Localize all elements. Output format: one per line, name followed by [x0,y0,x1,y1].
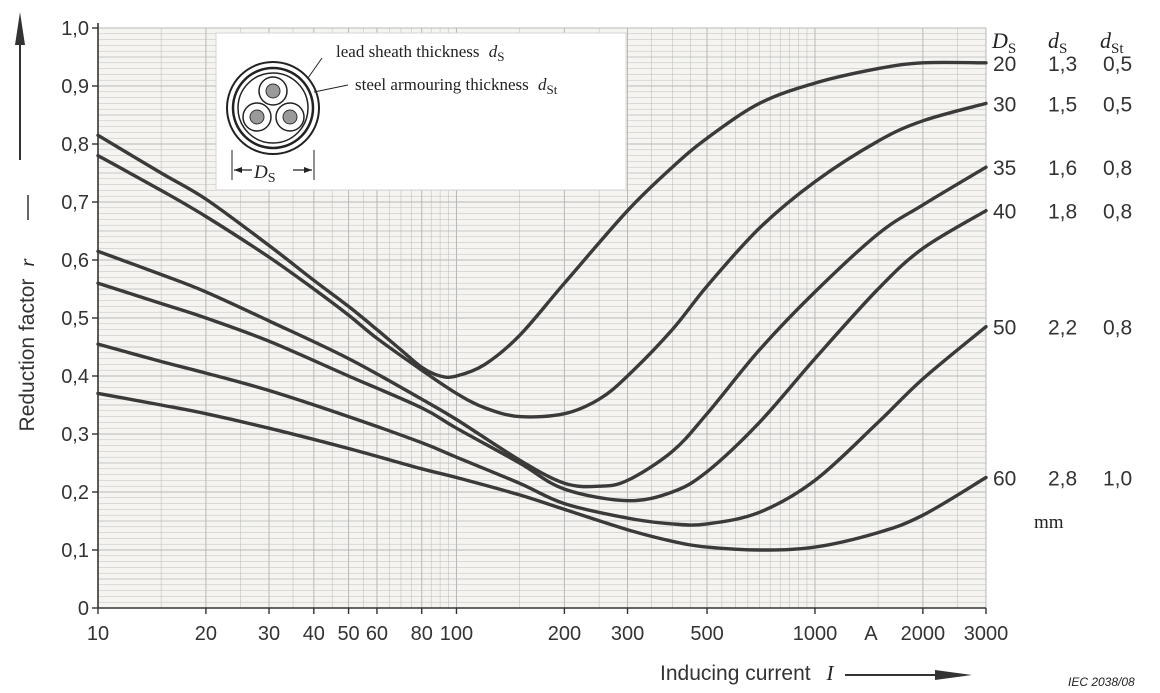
x-tick-label: 30 [258,623,280,645]
x-axis-title: Inducing current I [660,661,834,685]
row-dst: 0,8 [1103,317,1132,340]
x-tick-label: 50 [337,623,359,645]
curve-ds-35 [96,165,988,489]
inset-sheath-label: lead sheath thickness dS [336,42,505,64]
y-axis-label: Reduction factor [16,279,39,432]
table-row: 40 1,8 0,8 [993,201,1132,224]
row-dsheath: 1,3 [1048,53,1077,76]
row-dsheath: 2,8 [1048,468,1077,491]
row-ds: 30 [993,93,1016,116]
curve-ds-20 [96,60,988,379]
y-tick-label: 0,9 [61,76,89,98]
svg-text:Reduction factor r: Reduction factor r [15,258,39,432]
x-tick-label: 10 [87,623,109,645]
x-axis-symbol: I [825,661,834,685]
row-dst: 0,8 [1103,201,1132,224]
y-tick-label: 0,8 [61,134,89,156]
x-tick-label: 2000 [901,623,946,645]
row-ds: 40 [993,201,1016,224]
x-axis-label: Inducing current [660,662,811,685]
y-tick-label: 0,3 [61,424,89,446]
curves [96,60,988,552]
header-ds: DS [991,28,1016,57]
table-row: 30 1,5 0,5 [993,93,1132,116]
row-dst: 0,5 [1103,53,1132,76]
curve-ds-30 [96,101,988,419]
row-dst: 1,0 [1103,468,1132,491]
row-ds: 50 [993,317,1016,340]
row-ds: 20 [993,53,1016,76]
y-tick-label: 0,2 [61,482,89,504]
curve-ds-50 [96,325,988,527]
y-tick-label: 0,7 [61,192,89,214]
curve-ds-60 [96,391,988,552]
table-headers: DS dS dSt [991,28,1124,57]
y-tick-label: 0,1 [61,540,89,562]
svg-text:Inducing current I: Inducing current I [660,661,834,685]
table-row: 50 2,2 0,8 [993,317,1132,340]
y-tick-label: 0 [78,598,89,620]
row-ds: 35 [993,157,1016,180]
table-row: 20 1,3 0,5 [993,53,1132,76]
row-dsheath: 1,5 [1048,93,1077,116]
x-tick-label: 100 [440,623,473,645]
x-axis-arrow [845,670,972,680]
axes [97,23,986,609]
table-unit: mm [1034,512,1064,533]
row-dsheath: 2,2 [1048,317,1077,340]
inset-diameter-label: DS [253,162,276,186]
table-row: 35 1,6 0,8 [993,157,1132,180]
x-tick-label: 80 [411,623,433,645]
row-dst: 0,8 [1103,157,1132,180]
x-tick-label: 60 [366,623,388,645]
x-tick-label: 1000 [793,623,838,645]
curve-ds-40 [96,209,988,503]
cable-inset: DS lead sheath thickness dS steel armour… [215,32,627,191]
cable-cross-section-icon [226,57,349,180]
y-tick-label: 0,5 [61,308,89,330]
header-dst: dSt [1100,28,1124,57]
table-row: 60 2,8 1,0 [993,468,1132,491]
row-ds: 60 [993,468,1016,491]
y-tick-label: 0,4 [61,366,89,388]
y-axis-symbol: r [15,258,39,267]
inset-armour-label: steel armouring thickness dSt [355,75,558,97]
x-tick-label: 20 [195,623,217,645]
y-axis-title: Reduction factor r [15,195,39,431]
x-tick-label: 300 [611,623,644,645]
x-tick-label: 200 [548,623,581,645]
x-tick-label: 3000 [964,623,1009,645]
header-dsheath: dS [1048,28,1067,57]
y-tick-label: 1,0 [61,18,89,40]
y-axis-arrow [15,12,25,160]
x-unit-label: A [864,623,878,645]
x-tick-label: 500 [690,623,723,645]
tick-labels: 0 0,1 0,2 0,3 0,4 0,5 0,6 0,7 0,8 0,9 1,0 10 20 30 40 5… [61,18,1008,645]
table-rows: 20 1,3 0,5 30 1,5 0,5 35 1,6 0,8 40 1,8 0,8 50 2,2 0,8… [993,53,1132,491]
x-tick-label: 40 [303,623,325,645]
row-dsheath: 1,8 [1048,201,1077,224]
y-tick-label: 0,6 [61,250,89,272]
figure-credit: IEC 2038/08 [1068,675,1135,689]
row-dsheath: 1,6 [1048,157,1077,180]
row-dst: 0,5 [1103,93,1132,116]
